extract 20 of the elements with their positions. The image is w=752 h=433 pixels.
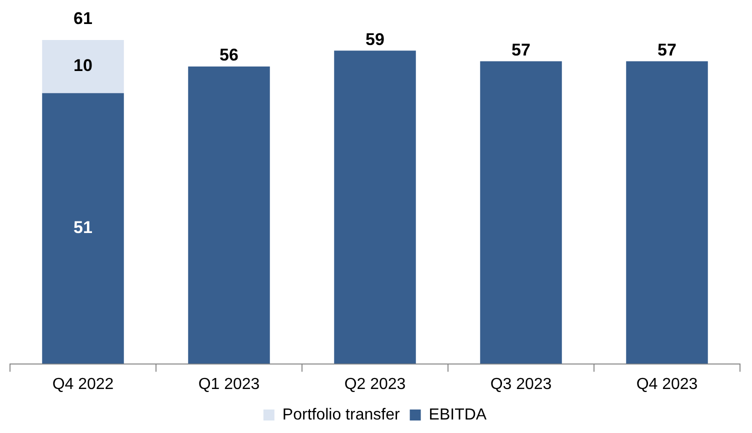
bar bbox=[188, 66, 270, 364]
bar bbox=[334, 50, 416, 364]
total-label: 57 bbox=[512, 40, 530, 60]
x-tick-label: Q4 2023 bbox=[636, 376, 698, 393]
legend-label: EBITDA bbox=[428, 406, 487, 424]
total-label: 56 bbox=[220, 46, 238, 65]
total-label: 57 bbox=[658, 40, 676, 60]
x-tick-label: Q3 2023 bbox=[490, 376, 552, 393]
data-label: 10 bbox=[74, 56, 92, 76]
bar bbox=[42, 93, 124, 364]
x-tick-label: Q1 2023 bbox=[198, 376, 260, 393]
total-label: 61 bbox=[74, 9, 92, 28]
bar bbox=[480, 61, 562, 364]
x-tick-label: Q4 2022 bbox=[52, 376, 114, 393]
bar bbox=[42, 40, 124, 94]
total-label: 59 bbox=[366, 30, 384, 49]
data-label: 51 bbox=[74, 218, 92, 238]
x-tick-label: Q2 2023 bbox=[344, 376, 406, 393]
bar bbox=[626, 61, 708, 364]
legend-label: Portfolio transfer bbox=[282, 406, 400, 424]
